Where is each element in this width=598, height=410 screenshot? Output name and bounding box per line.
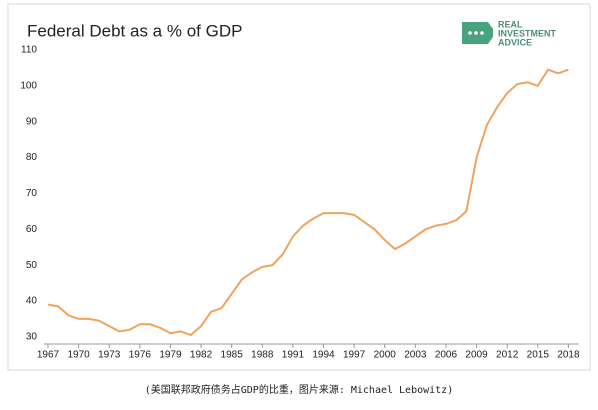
- y-tick-label: 60: [26, 224, 38, 235]
- y-tick-label: 70: [26, 188, 38, 199]
- y-tick-label: 50: [26, 260, 38, 271]
- x-tick-label: 1970: [67, 350, 90, 361]
- x-tick-label: 1976: [129, 350, 152, 361]
- x-tick-label: 1988: [251, 350, 274, 361]
- y-tick-label: 90: [26, 116, 38, 127]
- x-tick-label: 1985: [221, 350, 244, 361]
- y-tick-label: 100: [20, 80, 37, 91]
- y-tick-label: 110: [21, 45, 37, 56]
- x-tick-label: 1967: [37, 350, 60, 361]
- data-line: [47, 68, 569, 337]
- x-tick-label: 2003: [404, 350, 427, 361]
- x-tick-label: 2012: [496, 350, 519, 361]
- x-tick-label: 1997: [343, 350, 366, 361]
- y-tick-label: 80: [26, 152, 38, 163]
- logo-text: INVESTMENT: [498, 28, 557, 38]
- x-tick-label: 1982: [190, 350, 213, 361]
- logo-dot: [474, 31, 478, 35]
- x-tick-label: 2018: [557, 350, 580, 361]
- chart-frame: [7, 3, 591, 371]
- x-tick-label: 1991: [282, 350, 305, 361]
- y-tick-label: 40: [26, 296, 38, 307]
- logo-dot: [480, 31, 484, 35]
- x-tick-label: 1973: [98, 350, 121, 361]
- caption: (美国联邦政府债务占GDP的比重，图片来源: Michael Lebowitz): [145, 383, 453, 396]
- logo: REAL INVESTMENT ADVICE: [462, 19, 557, 47]
- logo-text: ADVICE: [498, 37, 532, 47]
- x-tick-label: 2006: [435, 350, 458, 361]
- x-tick-label: 1994: [312, 350, 335, 361]
- logo-dot: [468, 31, 472, 35]
- x-tick-label: 2009: [465, 350, 488, 361]
- chart-title: Federal Debt as a % of GDP: [27, 21, 242, 40]
- x-tick-label: 2015: [527, 350, 550, 361]
- x-tick-label: 1979: [159, 350, 182, 361]
- x-tick-label: 2000: [374, 350, 397, 361]
- y-tick-label: 30: [26, 331, 38, 342]
- logo-text: REAL: [498, 19, 523, 29]
